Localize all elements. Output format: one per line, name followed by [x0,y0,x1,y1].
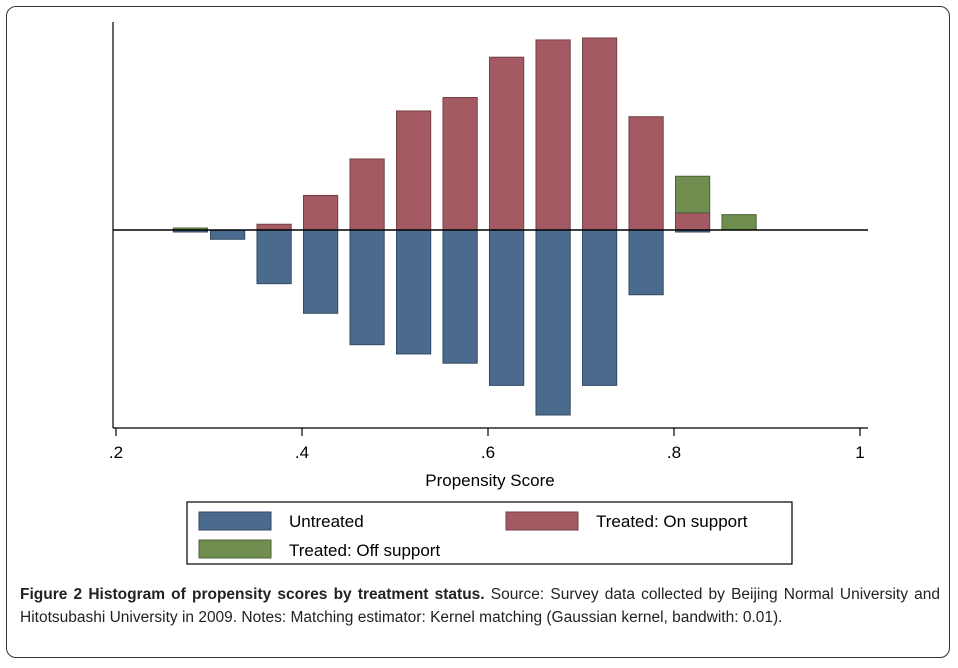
bar-untreated-10 [628,229,664,296]
legend-label-treated-off-support: Treated: Off support [289,541,440,560]
bar-untreated-4 [349,229,385,346]
bar-treated-on-support-6 [535,39,571,231]
x-tick-label-2: .6 [481,443,495,462]
bar-untreated-8 [535,229,571,416]
x-tick-label-4: 1 [855,443,864,462]
bar-treated-on-support-1 [302,194,339,231]
histogram-chart: .2 .4 .6 .8 1 Propensity Score Untreated Tre… [109,22,868,565]
bar-untreated-9 [581,229,618,386]
bar-untreated-1 [209,229,246,240]
bar-treated-on-support-7 [581,37,618,231]
legend: Untreated Treated: On support Treated: O… [186,501,793,565]
figure-caption: Figure 2 Histogram of propensity scores … [20,583,940,629]
bar-untreated-5 [395,229,432,355]
legend-swatch-treated-on-support [505,511,579,531]
bar-treated-on-support-0 [256,223,292,231]
bar-untreated-2 [256,229,292,285]
bar-treated-on-support-5 [488,56,525,231]
bar-treated-on-support-8 [628,116,664,231]
legend-swatch-untreated [198,511,272,531]
bars-layer [172,37,757,416]
legend-label-treated-on-support: Treated: On support [596,512,748,531]
legend-swatch-treated-off-support [198,539,272,559]
bar-treated-on-support-3 [395,110,432,231]
legend-box [186,501,793,565]
x-tick-label-3: .8 [667,443,681,462]
caption-label: Figure 2 Histogram of propensity scores … [20,586,485,603]
x-axis-label: Propensity Score [425,471,554,490]
x-tick-label-1: .4 [295,443,309,462]
bar-treated-off-support-1 [674,175,711,214]
caption-text: Source: Survey data collected by Beijing… [20,586,940,626]
bar-treated-on-support-9 [674,212,711,231]
x-tick-label-0: .2 [109,443,123,462]
bar-treated-on-support-2 [349,158,385,231]
bar-untreated-6 [442,229,478,364]
bar-untreated-3 [302,229,339,314]
bar-treated-on-support-4 [442,97,478,231]
bar-treated-off-support-2 [721,214,757,231]
x-ticks: .2 .4 .6 .8 1 [109,428,865,462]
legend-label-untreated: Untreated [289,512,364,531]
bar-untreated-7 [488,229,525,386]
